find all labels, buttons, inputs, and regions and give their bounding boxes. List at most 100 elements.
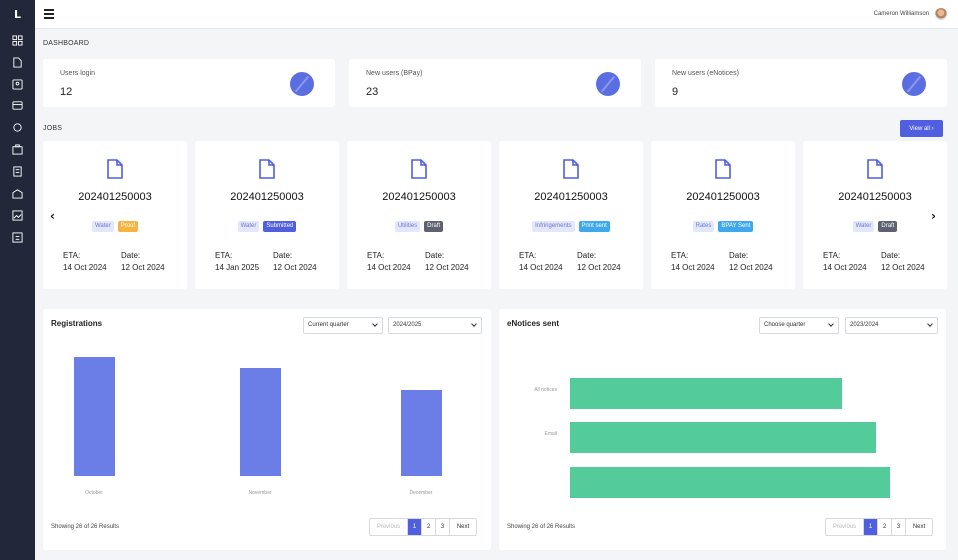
app-logo[interactable]: L <box>13 8 21 21</box>
refresh-icon[interactable] <box>11 121 24 134</box>
year-select[interactable]: 2024/2025 <box>388 317 482 334</box>
job-tags: Rates BPAY Sent <box>651 221 795 232</box>
job-eta: ETA: 14 Oct 2024 <box>671 250 715 274</box>
date-label: Date: <box>121 251 141 260</box>
date-value: 12 Oct 2024 <box>273 263 317 272</box>
bar-all-notices[interactable] <box>570 378 842 409</box>
page-3-button[interactable]: 3 <box>892 519 906 535</box>
year-select[interactable]: 2023/2024 <box>845 317 938 334</box>
document-icon <box>410 159 428 179</box>
report-icon[interactable] <box>11 231 24 244</box>
previous-button[interactable]: Previous <box>370 519 408 535</box>
eta-label: ETA: <box>823 251 841 260</box>
stat-circle-icon <box>290 72 314 96</box>
chevron-down-icon <box>471 321 477 327</box>
stat-label: Users login <box>60 70 96 77</box>
quarter-select[interactable]: Current quarter <box>303 317 383 334</box>
date-value: 12 Oct 2024 <box>577 263 621 272</box>
carousel-next-icon[interactable]: › <box>931 209 936 223</box>
image-icon[interactable] <box>11 209 24 222</box>
id-card-icon[interactable] <box>11 78 24 91</box>
x-tick-label: November <box>248 490 272 496</box>
results-text: Showing 26 of 26 Results <box>51 524 120 530</box>
job-tags: Infringements Print sent <box>499 221 643 232</box>
document-icon <box>106 159 124 179</box>
date-label: Date: <box>729 251 749 260</box>
bar-december[interactable] <box>400 390 442 476</box>
briefcase-icon[interactable] <box>11 143 24 156</box>
eta-value: 14 Jan 2025 <box>215 263 260 272</box>
job-date: Date: 12 Oct 2024 <box>273 250 317 274</box>
document-icon <box>562 159 580 179</box>
avatar[interactable] <box>935 8 947 20</box>
job-card[interactable]: 202401250003 Water Submitted ETA: 14 Jan 202… <box>195 141 339 289</box>
jobs-title: JOBS <box>43 125 63 132</box>
job-status-badge: BPAY Sent <box>718 221 754 232</box>
chevron-down-icon <box>372 321 378 327</box>
eta-value: 14 Oct 2024 <box>519 263 563 272</box>
page-3-button[interactable]: 3 <box>436 519 450 535</box>
mail-icon[interactable] <box>11 187 24 200</box>
view-all-button[interactable]: View all › <box>900 120 943 137</box>
job-date: Date: 12 Oct 2024 <box>729 250 773 274</box>
page-2-button[interactable]: 2 <box>878 519 892 535</box>
bar-november[interactable] <box>239 367 281 476</box>
next-button[interactable]: Next <box>912 524 926 530</box>
job-number: 202401250003 <box>838 191 912 203</box>
job-status-badge: Print sent <box>578 221 610 232</box>
user-name[interactable]: Cameron Williamson <box>873 11 929 17</box>
job-card[interactable]: 202401250003 Water Proof ETA: 14 Oct 2024 Dat… <box>43 141 187 289</box>
bar-row-3[interactable] <box>570 467 890 498</box>
document-icon[interactable] <box>11 56 24 69</box>
eta-label: ETA: <box>519 251 537 260</box>
page-2-button[interactable]: 2 <box>422 519 436 535</box>
y-tick-label: Email <box>544 431 557 437</box>
job-card[interactable]: 202401250003 Infringements Print sent ETA: 1… <box>499 141 643 289</box>
job-type-badge: Water <box>237 221 260 232</box>
previous-button[interactable]: Previous <box>826 519 864 535</box>
job-status-badge: Proof <box>117 221 139 232</box>
card-icon[interactable] <box>11 99 24 112</box>
page-1-button[interactable]: 1 <box>408 519 422 535</box>
quarter-select-value: Choose quarter <box>764 322 806 328</box>
results-text: Showing 26 of 26 Results <box>507 524 576 530</box>
bar-email[interactable] <box>570 422 876 453</box>
bar-october[interactable] <box>73 357 115 476</box>
page-1-button[interactable]: 1 <box>864 519 878 535</box>
date-label: Date: <box>425 251 445 260</box>
next-button[interactable]: Next <box>456 524 470 530</box>
job-eta: ETA: 14 Oct 2024 <box>367 250 411 274</box>
pagination: Previous 1 2 3 Next <box>369 518 477 536</box>
top-bar: Cameron Williamson <box>35 0 958 29</box>
menu-icon[interactable] <box>44 9 54 19</box>
job-card[interactable]: 202401250003 Water Draft ETA: 14 Oct 2024 Dat… <box>803 141 947 289</box>
job-number: 202401250003 <box>382 191 456 203</box>
carousel-prev-icon[interactable]: ‹ <box>50 209 55 223</box>
job-status-badge: Draft <box>878 221 898 232</box>
year-select-value: 2023/2024 <box>850 322 879 328</box>
eta-label: ETA: <box>63 251 81 260</box>
job-date: Date: 12 Oct 2024 <box>577 250 621 274</box>
notes-icon[interactable] <box>11 165 24 178</box>
job-type-badge: Water <box>852 221 875 232</box>
job-status-badge: Draft <box>424 221 444 232</box>
date-value: 12 Oct 2024 <box>121 263 165 272</box>
job-tags: Water Proof <box>43 221 187 232</box>
x-tick-label: October <box>85 490 103 496</box>
quarter-select[interactable]: Choose quarter <box>759 317 839 334</box>
job-type-badge: Utilities <box>394 221 421 232</box>
job-number: 202401250003 <box>686 191 760 203</box>
job-card[interactable]: 202401250003 Rates BPAY Sent ETA: 14 Oct 202… <box>651 141 795 289</box>
page-title: DASHBOARD <box>43 40 90 47</box>
job-date: Date: 12 Oct 2024 <box>425 250 469 274</box>
job-tags: Water Submitted <box>195 221 339 232</box>
job-eta: ETA: 14 Jan 2025 <box>215 250 259 274</box>
document-icon <box>258 159 276 179</box>
eta-label: ETA: <box>367 251 385 260</box>
grid-icon[interactable] <box>11 34 24 47</box>
job-number: 202401250003 <box>230 191 304 203</box>
job-card[interactable]: 202401250003 Utilities Draft ETA: 14 Oct 202… <box>347 141 491 289</box>
eta-label: ETA: <box>671 251 689 260</box>
job-status-badge: Submitted <box>263 221 297 232</box>
job-eta: ETA: 14 Oct 2024 <box>519 250 563 274</box>
